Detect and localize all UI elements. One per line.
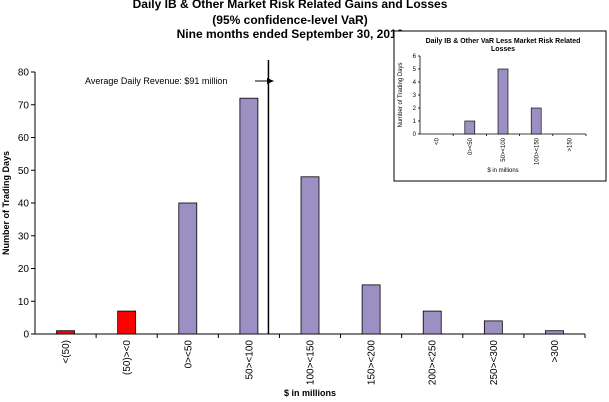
inset-x-tick-label: <0 [435,137,441,145]
bar [178,202,198,335]
inset-x-tick-group: <0 0><50 50><100 100><150 >150 [435,134,587,165]
inset-y-tick-label: 6 [413,54,417,60]
x-tick-label: 0><50 [183,340,194,369]
inset-y-tick-label: 2 [413,106,417,112]
bar [239,97,259,335]
x-tick-label: 150><200 [367,340,378,385]
y-tick-label: 30 [18,231,30,242]
bar [545,330,564,335]
bar [422,310,442,335]
bar-group [56,97,564,335]
inset-chart-title: Daily IB & Other VaR Less Market Risk Re… [426,38,581,45]
inset-bar [530,107,542,135]
y-axis-label: Number of Trading Days [1,151,11,255]
inset-chart-title-line2: Losses [491,46,515,53]
inset-bar [464,120,476,135]
y-tick-label: 50 [18,166,30,177]
inset-y-tick-label: 3 [413,93,417,99]
chart-subtitle-period: Nine months ended September 30, 2010 [177,27,404,41]
bar [483,320,503,335]
bar [361,284,381,335]
y-tick-label: 60 [18,133,30,144]
chart-subtitle: (95% confidence-level VaR) [212,13,367,27]
inset-x-tick-label: 100><150 [534,137,540,165]
y-tick-label: 10 [18,297,30,308]
chart-title: Daily IB & Other Market Risk Related Gai… [133,0,448,11]
y-tick-group: 0 10 20 30 40 50 60 70 80 [18,68,35,341]
inset-y-tick-label: 5 [413,67,417,73]
annotation-arrow-head [267,78,274,84]
inset-y-tick-label: 0 [413,132,417,138]
inset-y-tick-label: 4 [413,80,417,86]
inset-x-axis-label: $ in millions [487,168,518,174]
bar [56,330,75,335]
inset-y-axis-label: Number of Trading Days [398,62,404,127]
x-axis-label: $ in millions [284,388,336,398]
x-tick-label: <(50) [61,340,72,364]
y-tick-label: 0 [23,330,29,341]
inset-y-tick-group: 0 1 2 3 4 5 6 [413,54,420,138]
bar [300,176,320,335]
average-revenue-annotation: Average Daily Revenue: $91 million [85,76,227,86]
inset-x-tick-label: >150 [568,137,574,151]
inset-x-tick-label: 0><50 [468,137,474,155]
x-tick-label: 200><250 [428,340,439,385]
inset-x-tick-label: 50><100 [501,137,507,161]
inset-bar-group [464,68,542,135]
inset-y-tick-label: 1 [413,119,417,125]
bar [117,310,137,335]
x-tick-label: 50><100 [244,340,255,380]
y-tick-label: 80 [18,68,30,79]
x-tick-label: 100><150 [306,340,317,385]
inset-bar [497,68,509,135]
x-tick-label: (50)><0 [122,340,133,375]
x-tick-label: >300 [550,340,561,363]
y-tick-label: 40 [18,199,30,210]
x-tick-group: <(50) (50)><0 0><50 50><100 100><150 150><200… [61,334,586,385]
x-tick-label: 250><300 [489,340,500,385]
y-tick-label: 70 [18,100,30,111]
y-tick-label: 20 [18,264,30,275]
